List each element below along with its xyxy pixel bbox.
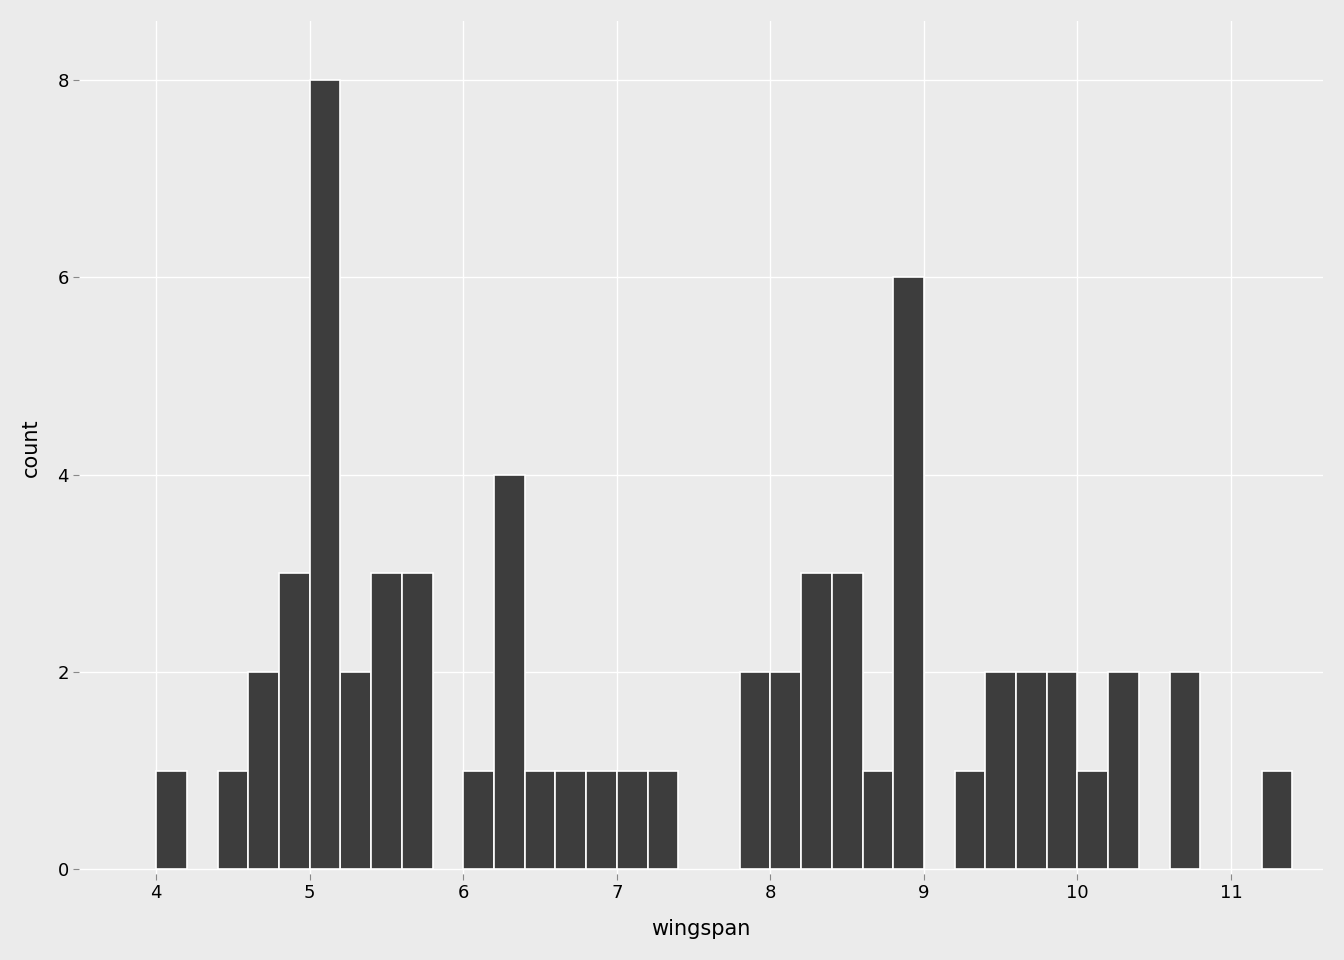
Bar [954,771,985,869]
Bar [648,771,679,869]
Bar [524,771,555,869]
Bar [402,573,433,869]
Bar [1262,771,1293,869]
Bar [1016,672,1047,869]
Bar [832,573,863,869]
Y-axis label: count: count [22,419,40,477]
Bar [156,771,187,869]
Bar [555,771,586,869]
Bar [218,771,249,869]
Bar [495,474,524,869]
Bar [617,771,648,869]
Bar [1109,672,1138,869]
Bar [1047,672,1078,869]
X-axis label: wingspan: wingspan [652,919,751,939]
Bar [770,672,801,869]
Bar [464,771,495,869]
Bar [985,672,1016,869]
Bar [371,573,402,869]
Bar [586,771,617,869]
Bar [249,672,280,869]
Bar [739,672,770,869]
Bar [1078,771,1109,869]
Bar [309,672,340,869]
Bar [801,573,832,869]
Bar [340,672,371,869]
Bar [1169,672,1200,869]
Bar [894,277,923,869]
Bar [863,771,894,869]
Bar [309,80,340,869]
Bar [280,573,309,869]
